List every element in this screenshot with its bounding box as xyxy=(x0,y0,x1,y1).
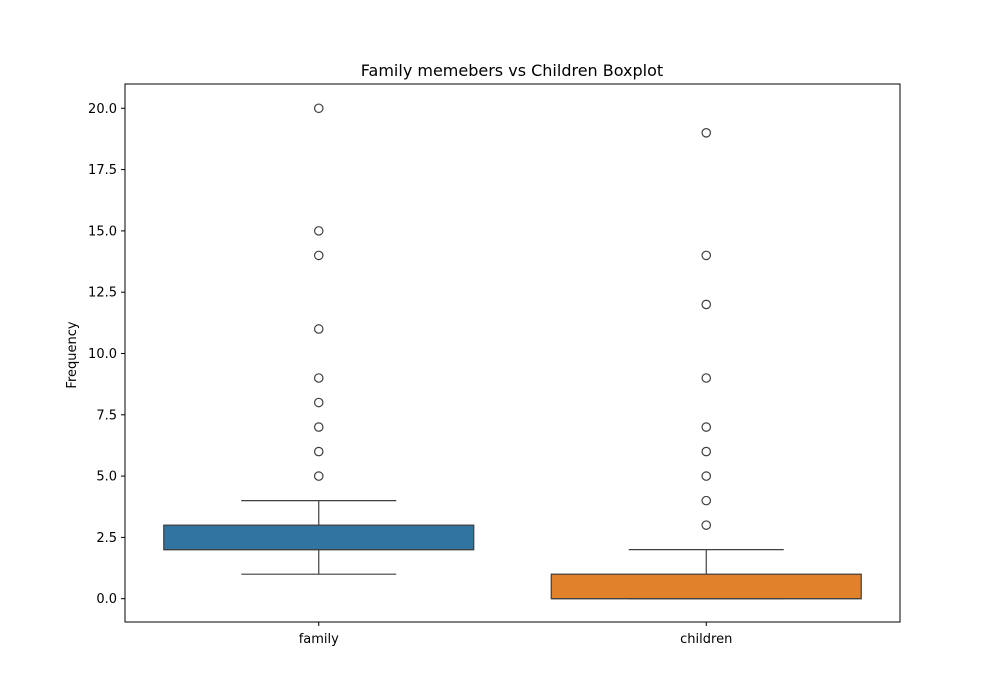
y-tick-label: 12.5 xyxy=(88,286,117,301)
outlier-point xyxy=(313,103,324,114)
outlier-point xyxy=(701,422,712,432)
chart-title: Family memebers vs Children Boxplot xyxy=(361,61,663,80)
outlier-point xyxy=(701,471,712,481)
y-tick-label: 15.0 xyxy=(88,224,117,239)
y-tick-label: 20.0 xyxy=(88,102,117,117)
outlier-point xyxy=(701,495,712,506)
box-family xyxy=(163,524,475,551)
outlier-point xyxy=(313,250,324,261)
outlier-point xyxy=(701,299,712,310)
x-tick-label: family xyxy=(299,632,339,647)
outlier-point xyxy=(313,226,324,236)
y-tick-label: 7.5 xyxy=(96,408,117,423)
outlier-point xyxy=(701,446,712,457)
y-tick-label: 17.5 xyxy=(88,163,117,178)
y-tick-label: 0.0 xyxy=(96,592,117,607)
outlier-point xyxy=(701,373,712,383)
box-children xyxy=(550,573,862,600)
outlier-point xyxy=(313,471,324,481)
y-tick-label: 10.0 xyxy=(88,347,117,362)
outlier-point xyxy=(313,373,324,383)
outlier-point xyxy=(313,446,324,457)
y-tick-label: 2.5 xyxy=(96,531,117,546)
outlier-point xyxy=(313,422,324,432)
y-tick-label: 5.0 xyxy=(96,470,117,485)
plot-frame xyxy=(124,83,901,623)
outlier-point xyxy=(313,397,324,408)
outlier-point xyxy=(701,127,712,138)
outlier-point xyxy=(701,520,712,530)
plot-area: 0.0 2.5 5.0 7.5 10.0 12.5 15.0 17.5 20.0 family ch… xyxy=(88,83,901,647)
outlier-point xyxy=(313,324,324,334)
outlier-point xyxy=(701,250,712,261)
y-axis-label: Frequency xyxy=(65,321,80,388)
x-tick-label: children xyxy=(680,632,732,647)
